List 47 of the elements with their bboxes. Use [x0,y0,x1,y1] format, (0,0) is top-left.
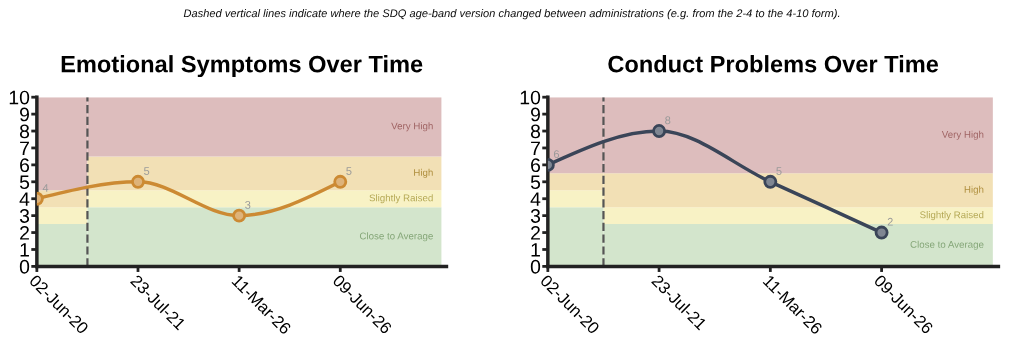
point [131,174,145,189]
point [232,208,247,223]
y-tick-label: 3 [19,209,30,223]
y-tick-label: 10 [520,90,541,105]
point [763,174,778,189]
data-label: 5 [346,167,352,175]
point [652,124,667,138]
y-tick-label: 1 [531,243,540,257]
band-label: Close to Average [359,232,433,242]
band-label: Very High [941,130,984,140]
y-tick-label: 3 [530,209,541,223]
y-tick-label: 9 [530,107,540,122]
y-tick-label: 8 [19,124,30,139]
data-label: 5 [776,167,782,175]
data-label: 3 [245,200,251,209]
text: Dashed vertical lines indicate where the SDQ age-band version changed between administrations (e.g. from the 2-4 to the 4-10 form). [183,9,840,20]
y-tick-label: 7 [531,141,540,156]
y-tick-label: 0 [530,259,541,274]
y-tick-label: 5 [19,175,30,190]
y-tick-label: 6 [20,158,30,173]
chart-title: Emotional Symptoms Over Time [61,55,423,78]
data-label: 6 [553,150,560,159]
band-label: Slightly Raised [369,194,433,204]
chart-title: Conduct Problems Over Time [608,55,939,73]
y-tick-label: 7 [20,141,29,156]
y-tick-label: 10 [9,90,30,105]
data-label: 2 [887,217,893,226]
y-tick-label: 6 [531,158,541,173]
data-label: 5 [144,167,150,175]
y-tick-label: 2 [531,226,540,240]
data-label: 4 [42,184,49,192]
y-tick-label: 2 [20,226,29,240]
data-label: 8 [665,116,671,125]
point [874,225,889,240]
y-tick-label: 5 [530,175,541,190]
band-label: High [964,185,984,195]
band-label: High [414,168,433,178]
y-tick-label: 4 [530,192,541,206]
band-label: Slightly Raised [920,211,984,221]
y-tick-label: 8 [530,124,541,139]
band-label: Close to Average [910,240,984,250]
y-tick-label: 0 [19,259,30,274]
y-tick-label: 1 [20,243,29,257]
y-tick-label: 9 [20,107,29,122]
band-label: Very High [391,122,433,132]
y-tick-label: 4 [19,192,30,206]
point [333,174,348,189]
